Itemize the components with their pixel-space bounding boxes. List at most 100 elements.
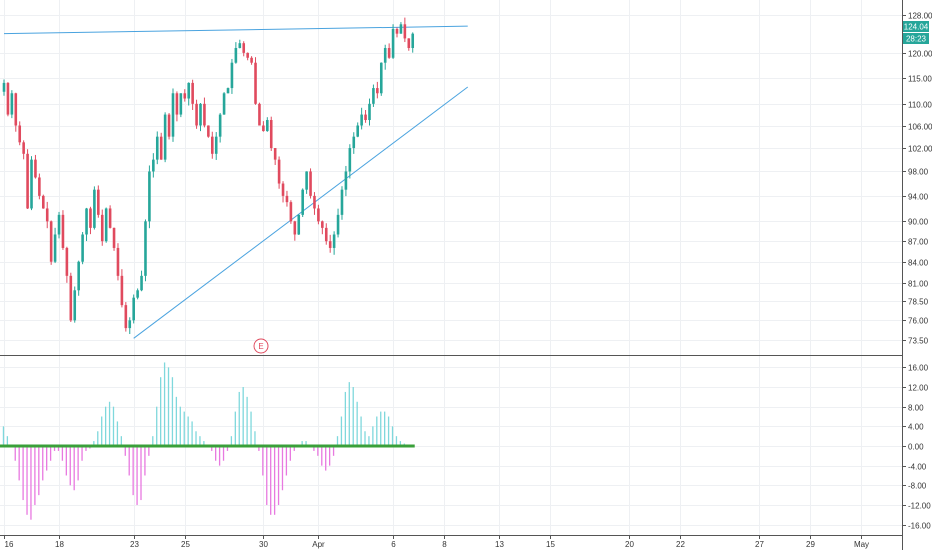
oscillator-bar: [199, 436, 201, 446]
price-tick-label: 78.50: [908, 298, 929, 307]
candle-body: [321, 221, 324, 228]
price-tick-label: 73.50: [908, 337, 929, 346]
oscillator-bar: [262, 446, 264, 476]
candle-body: [108, 208, 112, 228]
candle-body: [218, 114, 222, 137]
oscillator-bar: [293, 446, 295, 451]
candle-body: [222, 93, 226, 115]
oscillator-bar: [187, 416, 189, 446]
osc-tick-label: -12.00: [908, 502, 931, 511]
earnings-marker[interactable]: E: [253, 338, 269, 354]
oscillator-bar: [203, 441, 205, 446]
time-tick-label: May: [854, 540, 869, 549]
price-axis[interactable]: 128.00 120.00 115.00 110.00 106.00 102.00 98.0…: [902, 12, 932, 346]
candle-body: [313, 195, 316, 209]
oscillator-bar: [289, 446, 291, 461]
last-price-value: 124.04: [904, 23, 929, 32]
oscillator-bar: [387, 416, 390, 446]
oscillator-bar: [104, 406, 107, 446]
osc-tick-label: 12.00: [908, 384, 929, 393]
oscillator-bar: [132, 446, 134, 496]
oscillator-bar: [218, 446, 221, 466]
trend-lines[interactable]: [3, 25, 469, 339]
candle-body: [65, 247, 69, 276]
candle-body: [85, 208, 88, 235]
time-tick-label: 30: [259, 540, 268, 549]
oscillator-bar: [395, 436, 398, 446]
time-tick-label: 16: [5, 540, 14, 549]
price-tick-label: 94.00: [908, 193, 929, 202]
oscillator-bar: [183, 411, 185, 446]
candle-body: [38, 177, 41, 196]
candle-body: [379, 62, 383, 94]
candle-body: [285, 195, 289, 203]
candle-body: [387, 48, 391, 58]
oscillator-bar: [317, 446, 319, 456]
time-tick-label: 20: [625, 540, 634, 549]
candle-body: [49, 221, 53, 262]
time-tick-label: 22: [676, 540, 685, 549]
candle-body: [163, 114, 167, 160]
candle-body: [45, 208, 49, 222]
candle-body: [383, 48, 387, 63]
oscillator-bar: [301, 441, 303, 446]
candle-body: [210, 136, 214, 154]
oscillator-bar: [73, 446, 75, 491]
candle-body: [18, 125, 22, 143]
oscillator-bar: [305, 441, 307, 446]
oscillator-bar: [246, 396, 248, 446]
candle-body: [242, 43, 246, 53]
candle-body: [360, 114, 363, 126]
candle-body: [340, 189, 344, 215]
trend-line-lower[interactable]: [133, 86, 469, 339]
oscillator-bar: [101, 416, 103, 446]
oscillator-axis[interactable]: 16.00 12.00 8.00 4.00 0.00 -4.00 -8.00 -12.00 -1…: [902, 364, 931, 531]
candle-body: [344, 171, 348, 190]
candle-body: [183, 93, 187, 99]
price-tick-label: 106.00: [908, 123, 932, 132]
candle-body: [77, 261, 80, 291]
oscillator-bar: [77, 446, 79, 481]
oscillator-bar: [191, 421, 193, 446]
oscillator-bar: [391, 426, 394, 446]
oscillator-bar: [120, 436, 122, 446]
candle-body: [2, 82, 6, 92]
candle-body: [250, 57, 253, 63]
time-tick-label: 25: [181, 540, 190, 549]
oscillator-bar: [108, 401, 111, 446]
candle-body: [376, 88, 379, 94]
oscillator-bar: [364, 431, 366, 446]
candle-body: [281, 183, 285, 196]
candle-body: [30, 159, 33, 209]
candle-body: [152, 159, 155, 172]
candle-body: [399, 24, 403, 34]
candle-body: [336, 214, 340, 235]
candle-body: [100, 214, 104, 242]
oscillator-bar: [171, 377, 174, 446]
oscillator-bar: [116, 421, 119, 446]
oscillator-bar: [148, 446, 150, 456]
oscillator-bar: [328, 446, 331, 466]
time-tick-label: 13: [495, 540, 504, 549]
grid-lines: [0, 0, 902, 535]
candle-body: [391, 28, 395, 58]
oscillator-bar: [179, 406, 181, 446]
oscillator-bar: [325, 446, 327, 471]
candle-body: [93, 189, 96, 228]
oscillator-bar: [97, 431, 99, 446]
trend-line-upper[interactable]: [3, 25, 468, 35]
candle-body: [6, 82, 10, 115]
candle-body: [269, 120, 273, 149]
candle-body: [277, 159, 281, 184]
candle-body: [69, 275, 73, 321]
candle-body: [124, 305, 128, 329]
candle-body: [407, 38, 411, 49]
last-price-label: 124.04 28:23: [903, 21, 929, 44]
oscillator-bar: [238, 391, 240, 446]
candle-body: [73, 290, 77, 321]
candle-body: [89, 208, 92, 228]
time-axis[interactable]: 16 18 23 25 30 Apr 6 8 13 15 20 22 27 29 May: [4, 535, 870, 549]
price-tick-label: 98.00: [908, 168, 929, 177]
price-tick-label: 76.00: [908, 317, 929, 326]
